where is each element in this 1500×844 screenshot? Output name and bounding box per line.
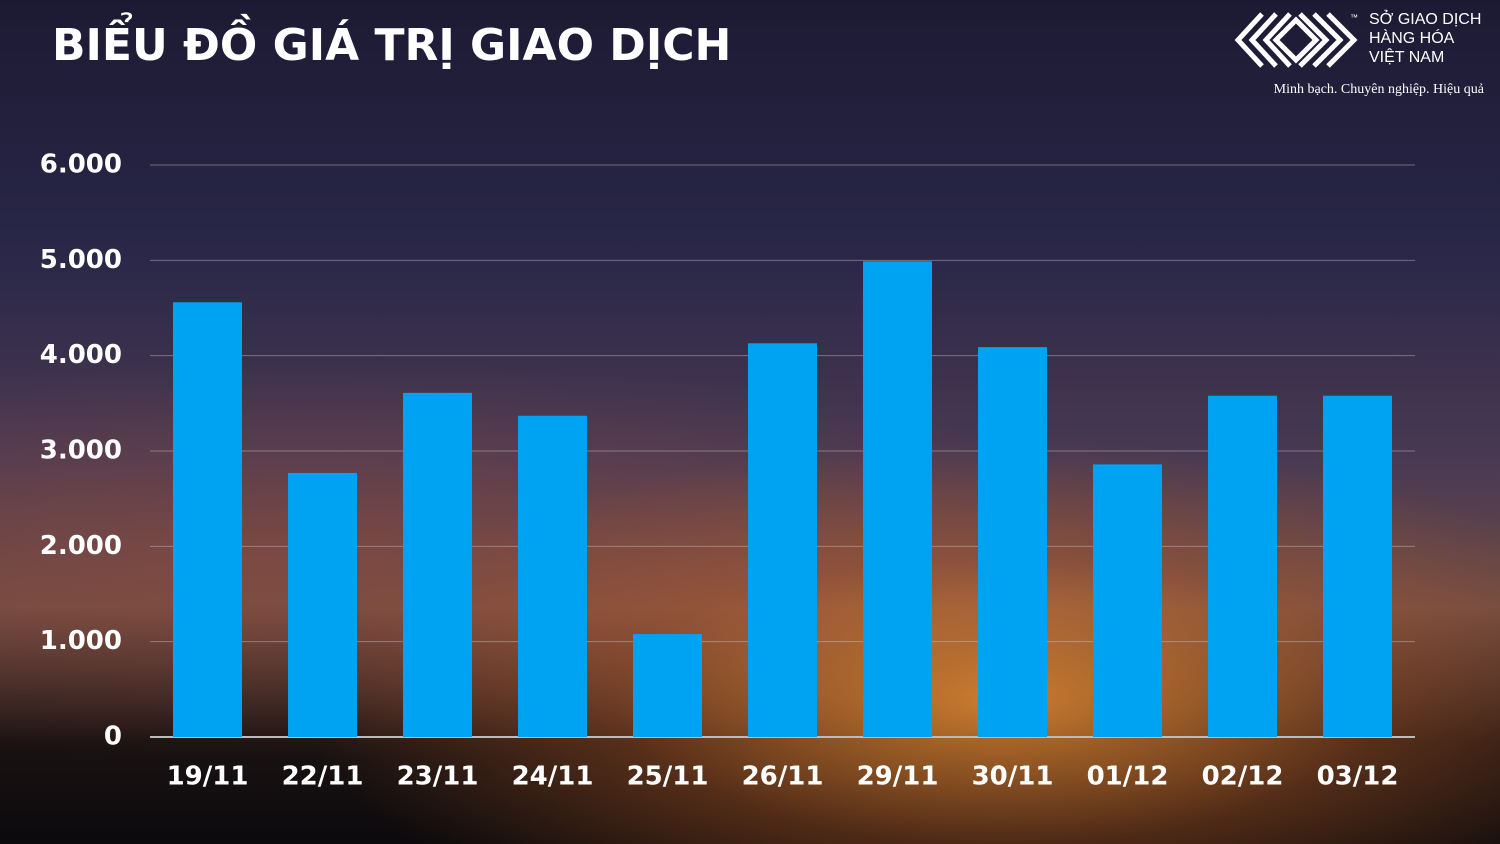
bar bbox=[518, 415, 587, 737]
x-tick-label: 24/11 bbox=[512, 762, 594, 792]
x-tick-label: 23/11 bbox=[397, 762, 479, 792]
bar bbox=[1323, 395, 1392, 737]
logo-text: VIỆT NAM bbox=[1369, 47, 1444, 66]
y-tick-label: 6.000 bbox=[40, 150, 122, 180]
y-tick-label: 1.000 bbox=[40, 626, 122, 656]
logo-tm: ™ bbox=[1350, 13, 1358, 22]
bar bbox=[633, 634, 702, 737]
logo-icon bbox=[1234, 12, 1358, 68]
y-tick-label: 3.000 bbox=[40, 436, 122, 466]
x-tick-label: 25/11 bbox=[627, 762, 709, 792]
x-tick-label: 29/11 bbox=[857, 762, 939, 792]
x-tick-label: 26/11 bbox=[742, 762, 824, 792]
logo-text: SỞ GIAO DỊCH bbox=[1369, 9, 1481, 28]
bar bbox=[748, 343, 817, 737]
x-tick-label: 01/12 bbox=[1087, 762, 1169, 792]
x-tick-label: 30/11 bbox=[972, 762, 1054, 792]
y-tick-label: 5.000 bbox=[40, 245, 122, 275]
y-tick-label: 4.000 bbox=[40, 340, 122, 370]
chart-title: BIỂU ĐỒ GIÁ TRỊ GIAO DỊCH bbox=[52, 11, 731, 71]
logo-slogan: Minh bạch. Chuyên nghiệp. Hiệu quả bbox=[1274, 82, 1485, 97]
bar bbox=[288, 472, 357, 737]
logo-text: HÀNG HÓA bbox=[1369, 28, 1455, 47]
bar bbox=[978, 347, 1047, 737]
x-tick-label: 02/12 bbox=[1202, 762, 1284, 792]
y-tick-label: 2.000 bbox=[40, 531, 122, 561]
bar bbox=[1208, 395, 1277, 737]
bar bbox=[1093, 464, 1162, 737]
bar bbox=[403, 392, 472, 737]
x-tick-label: 03/12 bbox=[1317, 762, 1399, 792]
bar bbox=[863, 261, 932, 737]
y-tick-label: 0 bbox=[104, 722, 122, 752]
x-tick-label: 19/11 bbox=[167, 762, 249, 792]
x-tick-label: 22/11 bbox=[282, 762, 364, 792]
bar bbox=[173, 302, 242, 737]
